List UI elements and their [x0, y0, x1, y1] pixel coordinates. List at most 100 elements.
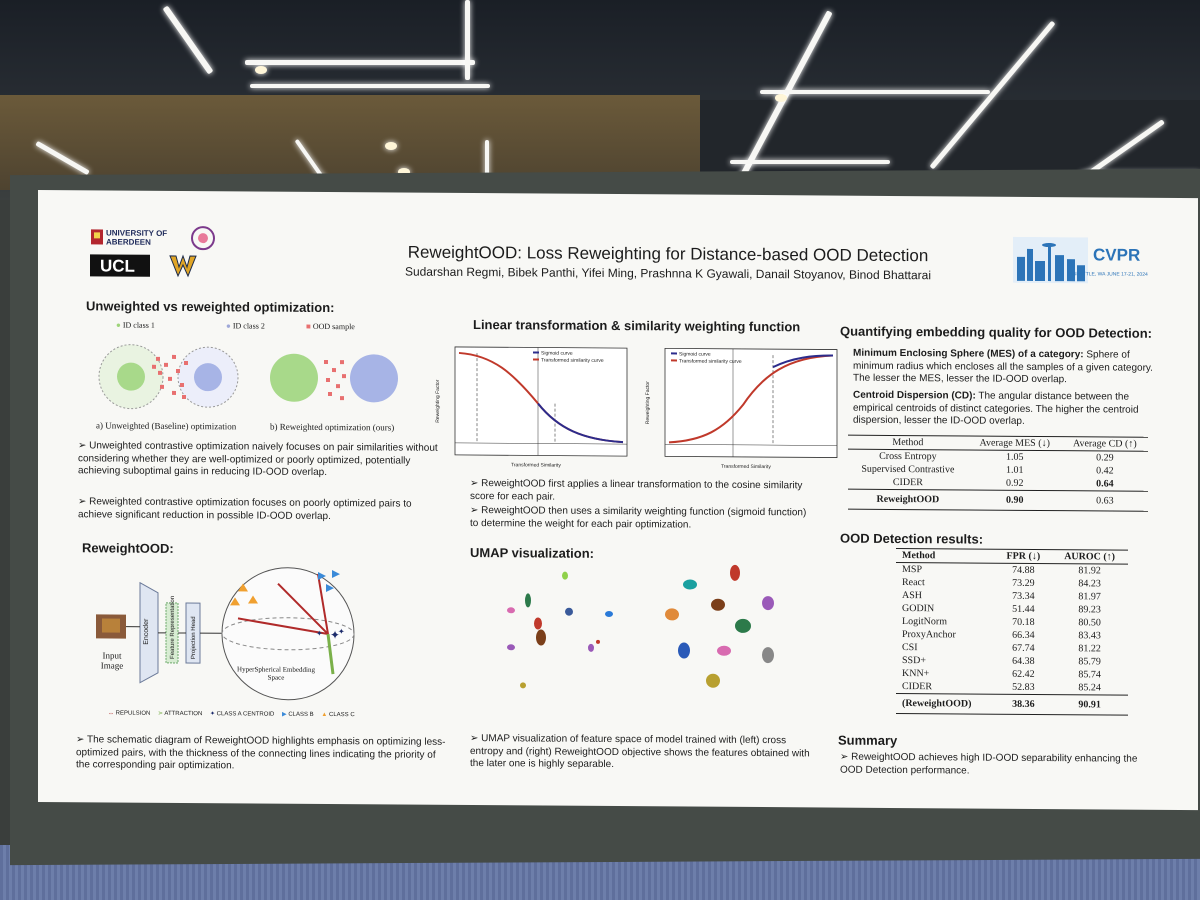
- caption-reweighted: b) Reweighted optimization (ours): [270, 421, 395, 433]
- table-cell: 64.38: [1012, 655, 1035, 667]
- svg-text:✦: ✦: [316, 629, 323, 638]
- table-cell: 38.36: [1012, 698, 1035, 710]
- schematic-legend: ↔ REPULSION ⋗ ATTRACTION ✦ CLASS A CENTR…: [108, 710, 355, 719]
- reweighted-optimization-figure: [270, 353, 398, 403]
- svg-text:Transformed Similarity: Transformed Similarity: [511, 462, 561, 468]
- table-cell: Supervised Contrastive: [861, 463, 955, 476]
- table-cell: 85.74: [1078, 669, 1101, 681]
- ceiling-light: [485, 140, 489, 190]
- table-cell: 0.64: [1096, 478, 1114, 490]
- table-cell: KNN+: [902, 668, 930, 680]
- unweighted-optimization-figure: [98, 344, 239, 410]
- table-cell: Cross Entropy: [879, 450, 937, 463]
- table-cell: 85.24: [1078, 682, 1101, 694]
- bullet-umap: UMAP visualization of feature space of m…: [470, 733, 815, 773]
- svg-text:Sigmoid curve: Sigmoid curve: [541, 351, 573, 357]
- svg-text:Projection Head: Projection Head: [191, 616, 197, 659]
- bullet-schematic: The schematic diagram of ReweightOOD hig…: [76, 734, 446, 774]
- table-cell: 81.92: [1078, 565, 1101, 577]
- svg-text:Reweighting Factor: Reweighting Factor: [435, 379, 441, 422]
- svg-text:Transformed similarity curve: Transformed similarity curve: [679, 358, 742, 364]
- table-cell: 67.74: [1012, 642, 1035, 654]
- svg-text:Transformed similarity curve: Transformed similarity curve: [541, 358, 604, 364]
- legend-id-class-2: ● ID class 2: [226, 321, 265, 331]
- table-cell: ReweightOOD: [876, 493, 940, 506]
- table-header: FPR (↓): [995, 549, 1052, 564]
- table-cell: 1.01: [1005, 464, 1024, 476]
- table-header: Method: [896, 548, 996, 564]
- section-quantifying-heading: Quantifying embedding quality for OOD De…: [840, 323, 1153, 341]
- table-cell: 84.23: [1078, 578, 1101, 590]
- medical-imaging-logo: [188, 223, 218, 253]
- table-cell: GODIN: [902, 603, 935, 615]
- table-cell: React: [902, 577, 925, 589]
- table-cell: (ReweightOOD): [902, 698, 972, 710]
- table-cell: ProxyAnchor: [902, 629, 956, 641]
- table-cell: 73.34: [1012, 590, 1035, 602]
- cvpr-logo: CVPR SEATTLE, WA JUNE 17-21, 2024: [1013, 235, 1153, 286]
- bullet-summary: ReweightOOD achieves high ID-OOD separab…: [840, 752, 1160, 779]
- embedding-space-label: HyperSpherical Embedding Space: [237, 665, 315, 682]
- ood-results-table: Method FPR (↓) AUROC (↑) MSP 74.88 81.92 R…: [896, 548, 1128, 716]
- table-header: Average MES (↓): [967, 435, 1062, 451]
- poster: UNIVERSITY OF ABERDEEN UCL ReweightOOD: …: [38, 190, 1198, 811]
- svg-text:✦: ✦: [330, 628, 340, 642]
- poster-authors: Sudarshan Regmi, Bibek Panthi, Yifei Min…: [404, 264, 932, 283]
- ceiling-light: [730, 160, 890, 164]
- table-header: Method: [848, 435, 968, 450]
- table-cell: CIDER: [902, 681, 932, 693]
- table-cell: 0.42: [1096, 465, 1114, 477]
- svg-text:Encoder: Encoder: [143, 618, 150, 645]
- svg-text:Transformed Similarity: Transformed Similarity: [721, 464, 771, 470]
- section-unweighted-heading: Unweighted vs reweighted optimization:: [86, 298, 335, 316]
- plot-increasing-sigmoid: Sigmoid curve Transformed similarity cur…: [645, 347, 838, 470]
- table-row: ReweightOOD 0.90 0.63: [848, 489, 1148, 512]
- svg-text:Sigmoid curve: Sigmoid curve: [679, 351, 711, 357]
- table-cell: 83.43: [1078, 630, 1101, 642]
- ceiling-light: [245, 60, 475, 65]
- table-cell: 81.22: [1078, 643, 1101, 655]
- table-cell: 80.50: [1078, 617, 1101, 629]
- reweightood-schematic: ✦ ✦ ✦ Encoder Feature Representation Pro…: [96, 567, 355, 701]
- table-header: Average CD (↑): [1061, 436, 1148, 452]
- table-cell: 90.91: [1078, 699, 1101, 711]
- table-cell: 74.88: [1012, 564, 1035, 576]
- aberdeen-logo: UNIVERSITY OF ABERDEEN: [90, 226, 180, 249]
- ceiling-spot: [255, 66, 267, 74]
- table-cell: 81.97: [1078, 591, 1101, 603]
- table-cell: 1.05: [1005, 451, 1024, 463]
- table-cell: 66.34: [1012, 629, 1035, 641]
- ceiling-spot: [385, 142, 397, 150]
- table-cell: MSP: [902, 564, 923, 576]
- table-cell: CSI: [902, 642, 918, 654]
- table-cell: 0.90: [1005, 494, 1024, 506]
- table-cell: 51.44: [1012, 603, 1035, 615]
- mes-definition: Minimum Enclosing Sphere (MES) of a cate…: [853, 347, 1153, 386]
- bullet-unweighted: Unweighted contrastive optimization naiv…: [78, 440, 448, 480]
- bullet-similarity-weighting: ReweightOOD then uses a similarity weigh…: [470, 505, 815, 532]
- svg-text:Feature Representation: Feature Representation: [170, 596, 176, 659]
- table-cell: ASH: [902, 590, 923, 602]
- wvu-logo: [168, 253, 198, 279]
- table-cell: 52.83: [1012, 681, 1035, 693]
- section-reweightood-heading: ReweightOOD:: [82, 540, 174, 556]
- section-ood-results-heading: OOD Detection results:: [840, 530, 984, 547]
- table-cell: 85.79: [1078, 656, 1101, 668]
- table-row: (ReweightOOD) 38.36 90.91: [896, 693, 1128, 716]
- plot-decreasing-sigmoid: Sigmoid curve Transformed similarity cur…: [435, 346, 628, 469]
- table-cell: 0.29: [1096, 452, 1114, 464]
- ceiling-light: [250, 84, 490, 88]
- ceiling-spot: [398, 168, 410, 176]
- table-cell: LogitNorm: [902, 616, 947, 628]
- umap-cross-entropy: [507, 571, 613, 689]
- legend-ood-sample: ■ OOD sample: [306, 321, 355, 332]
- table-header: AUROC (↑): [1051, 549, 1128, 565]
- ceiling-spot: [775, 94, 787, 102]
- section-umap-heading: UMAP visualization:: [470, 545, 595, 561]
- embedding-quality-table: Method Average MES (↓) Average CD (↑) Cr…: [848, 435, 1148, 512]
- caption-unweighted: a) Unweighted (Baseline) optimization: [96, 420, 237, 432]
- ceiling-light: [465, 0, 470, 80]
- input-image-label: Input Image: [100, 650, 124, 671]
- umap-reweightood: [665, 564, 774, 688]
- legend-id-class-1: ● ID class 1: [116, 320, 155, 330]
